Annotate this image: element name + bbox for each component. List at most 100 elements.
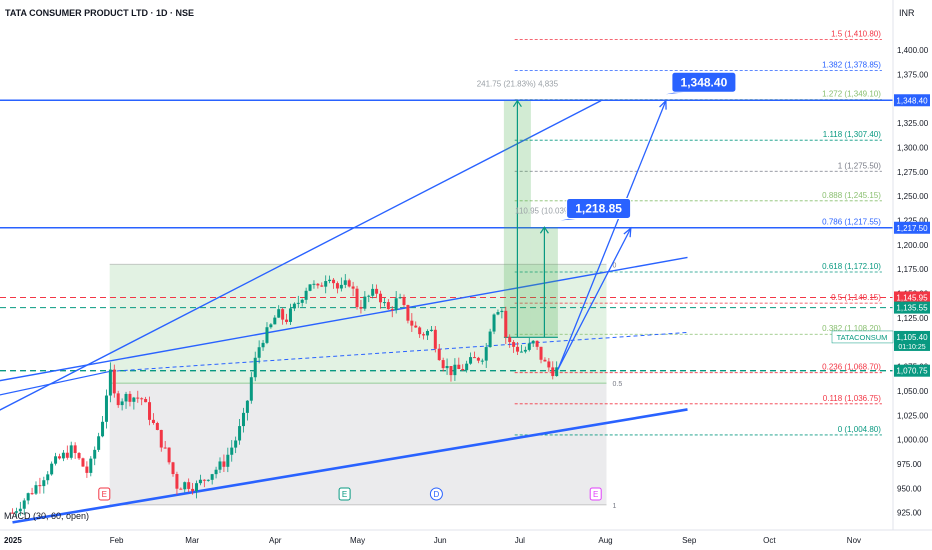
candle-body	[398, 297, 402, 299]
candle-body	[144, 398, 148, 403]
candle-body	[38, 485, 42, 487]
price-label-text: 1,135.55	[896, 304, 928, 313]
measure-arrowhead	[539, 226, 549, 234]
candle-body	[230, 447, 234, 455]
trendline[interactable]	[109, 331, 688, 372]
candle-body	[128, 393, 132, 402]
symbol-tag	[831, 330, 894, 344]
candle-body	[281, 309, 285, 320]
fib-level-label: 1.118 (1,307.40)	[823, 130, 881, 139]
time-tick-label: May	[350, 536, 365, 545]
candle-body	[195, 483, 199, 492]
candle-body	[535, 340, 539, 347]
price-label-text: 1,217.50	[896, 224, 928, 233]
time-tick-label: Aug	[598, 536, 612, 545]
candle-body	[406, 305, 410, 321]
candle-body	[382, 302, 386, 304]
fib-level-label: 0.618 (1,172.10)	[822, 262, 881, 271]
measure-tools[interactable]: 241.75 (21.83%) 4,835 110.95 (10.03%)	[477, 80, 574, 338]
macd-indicator-label[interactable]: MACD (30, 60, open)	[4, 511, 89, 521]
symbol-tag-text: TATACONSUM	[837, 333, 888, 342]
time-tick-label: Jun	[434, 536, 447, 545]
candle-body	[335, 283, 339, 289]
earnings-marker[interactable]	[338, 487, 351, 501]
price-tick-label: 1,375.00	[897, 70, 929, 79]
candle-body	[394, 298, 398, 310]
horizontal-levels[interactable]	[0, 99, 893, 372]
candle-body	[136, 397, 140, 399]
candle-body	[54, 456, 58, 464]
time-axis[interactable]: 2025 Feb Mar Apr May Jun Jul Aug Sep Oct Nov	[4, 536, 861, 545]
candle-body	[183, 482, 187, 490]
candle-body	[519, 351, 523, 353]
candle-body	[551, 367, 555, 377]
fib-level-label: 0.786 (1,217.55)	[822, 218, 881, 227]
price-label-badge	[894, 221, 930, 234]
price-tick-label: 1,200.00	[897, 241, 929, 250]
candle-body	[112, 369, 116, 394]
candle-body	[508, 337, 512, 343]
candle-body	[226, 454, 230, 467]
price-tick-label: 1,250.00	[897, 192, 929, 201]
last-price-text: 1,105.40	[896, 333, 928, 342]
earnings-marker[interactable]	[589, 487, 602, 501]
candles	[11, 274, 559, 517]
candle-body	[449, 366, 453, 376]
trendline[interactable]	[12, 408, 688, 524]
candle-body	[81, 458, 85, 467]
candle-body	[214, 469, 218, 475]
dividend-marker[interactable]	[429, 487, 443, 501]
candle-body	[171, 462, 175, 475]
candle-body	[265, 327, 269, 343]
candle-body	[320, 285, 324, 287]
candle-body	[85, 466, 89, 473]
trendline[interactable]	[0, 100, 602, 459]
price-label-badge	[894, 291, 930, 304]
price-tick-label: 1,325.00	[897, 119, 929, 128]
candle-body	[285, 319, 289, 322]
candle-body	[198, 479, 202, 484]
candle-body	[316, 283, 320, 286]
candle-body	[516, 346, 520, 352]
candle-body	[351, 286, 355, 289]
fibonacci-levels: 1.5 (1,410.80) 1.382 (1,378.85) 1.272 (1,3…	[514, 29, 882, 436]
candle-body	[218, 461, 222, 470]
trendline[interactable]	[0, 256, 688, 397]
projection-arrow[interactable]	[557, 227, 632, 370]
candle-body	[108, 369, 112, 396]
candle-body	[555, 367, 559, 377]
candle-body	[410, 320, 414, 326]
candle-body	[151, 419, 155, 423]
candle-body	[61, 452, 65, 459]
projection-arrowhead	[659, 99, 667, 110]
projection-arrows[interactable]	[557, 99, 667, 370]
last-price-badge	[894, 330, 930, 351]
fib-level-label: 0 (1,004.80)	[838, 425, 881, 434]
candle-body	[445, 366, 449, 369]
trendline[interactable]	[0, 370, 110, 415]
candle-body	[89, 458, 93, 473]
candle-body	[50, 463, 54, 475]
earnings-marker[interactable]	[98, 487, 111, 501]
candle-body	[257, 347, 261, 358]
projection-arrow[interactable]	[557, 100, 667, 370]
time-tick-label: Jul	[515, 536, 525, 545]
trendlines[interactable]	[0, 100, 688, 524]
price-label-text: 1,348.40	[896, 96, 928, 105]
fib-level-label: 0.236 (1,068.70)	[822, 363, 881, 372]
candle-body	[30, 493, 34, 495]
candle-body	[469, 357, 473, 364]
time-tick-label: Apr	[269, 536, 282, 545]
price-tick-label: 975.00	[897, 460, 922, 469]
price-tick-label: 1,400.00	[897, 46, 929, 55]
candle-body	[269, 324, 273, 328]
price-tick-label: 1,050.00	[897, 387, 929, 396]
candle-body	[359, 307, 363, 309]
candle-body	[57, 456, 61, 459]
time-tick-label: Nov	[847, 536, 861, 545]
candle-body	[465, 363, 469, 371]
fib-level-label: 1.272 (1,349.10)	[822, 90, 881, 99]
candle-body	[472, 357, 476, 359]
